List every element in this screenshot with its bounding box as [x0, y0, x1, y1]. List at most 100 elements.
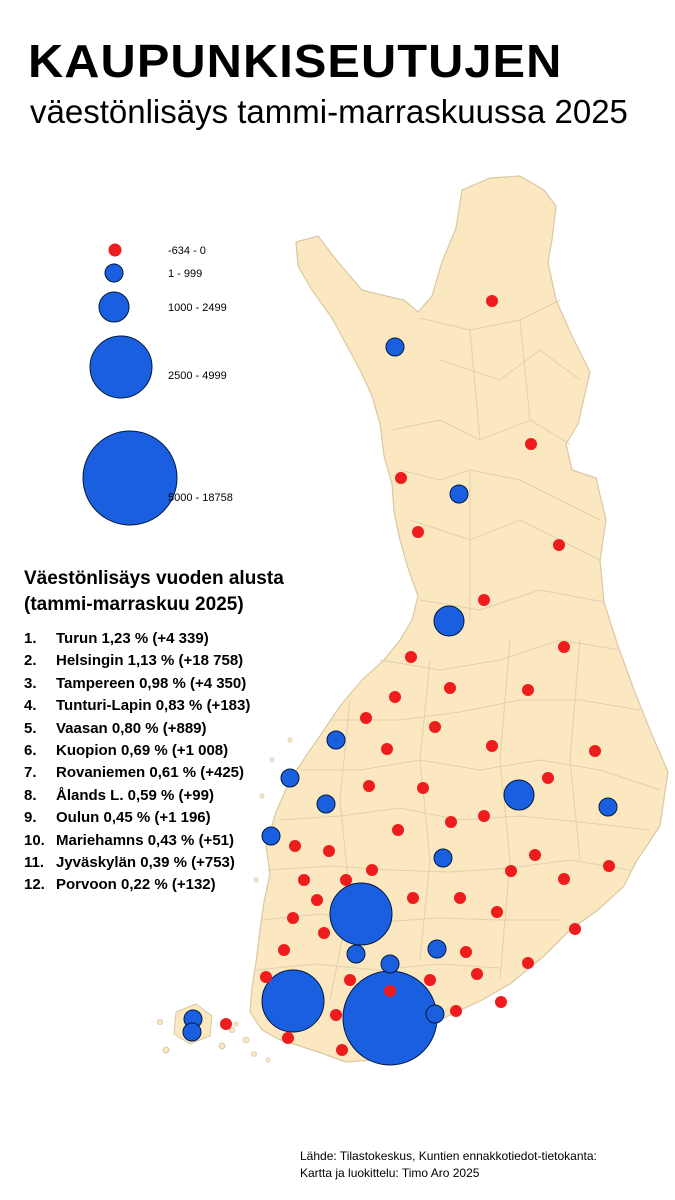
city-marker-decline	[407, 892, 419, 904]
source-line-2: Kartta ja luokittelu: Timo Aro 2025	[300, 1166, 480, 1181]
ranking-number: 9.	[24, 809, 37, 827]
legend-symbol	[108, 243, 122, 257]
city-marker-growth	[261, 969, 325, 1033]
city-marker-decline	[522, 957, 534, 969]
ranking-number: 1.	[24, 630, 37, 647]
city-marker-decline	[445, 816, 457, 828]
legend-label: 1 - 999	[168, 268, 202, 280]
city-marker-decline	[381, 743, 393, 755]
map-subtitle: väestönlisäys tammi-marraskuussa 2025	[30, 93, 628, 130]
city-marker-growth	[385, 337, 405, 357]
ranking-number: 4.	[24, 697, 37, 715]
city-marker-decline	[491, 906, 503, 918]
city-marker-growth	[316, 794, 336, 814]
city-marker-decline	[478, 810, 490, 822]
source-note: Lähde: Tilastokeskus, Kuntien ennakkotie…	[300, 1148, 597, 1183]
legend-label: 2500 - 4999	[168, 370, 227, 382]
city-marker-decline	[471, 968, 483, 980]
region-borders	[255, 299, 661, 1001]
city-marker-decline	[589, 745, 601, 757]
city-marker-decline	[278, 944, 290, 956]
ranking-number: 7.	[24, 764, 37, 782]
city-marker-growth	[598, 797, 618, 817]
city-marker-growth	[433, 605, 465, 637]
ranking-text: Helsingin 1,13 % (+18 758)	[56, 652, 244, 670]
archipelago	[233, 737, 293, 1063]
city-marker-decline	[311, 894, 323, 906]
city-marker-growth	[346, 944, 366, 964]
ranking-number: 3.	[24, 674, 37, 692]
ranking-number: 11.	[24, 853, 45, 871]
ranking-text: Oulun 0,45 % (+1 196)	[56, 809, 211, 827]
city-marker-growth	[427, 939, 447, 959]
ranking-item: 4. Tunturi-Lapin 0,83 % (+183)	[24, 695, 250, 717]
legend-symbol	[89, 335, 153, 399]
ranking-item: 10. Mariehamns 0,43 % (+51)	[24, 830, 250, 852]
city-marker-growth	[261, 826, 281, 846]
legend-label: 1000 - 2499	[168, 302, 227, 314]
city-marker-decline	[298, 874, 310, 886]
city-marker-growth	[449, 484, 469, 504]
city-marker-decline	[603, 860, 615, 872]
city-marker-decline	[412, 526, 424, 538]
city-marker-decline	[330, 1009, 342, 1021]
city-marker-decline	[529, 849, 541, 861]
ranking-item: 5. Vaasan 0,80 % (+889)	[24, 718, 250, 740]
map-title: KAUPUNKISEUTUJEN	[28, 35, 563, 87]
ranking-heading: Väestönlisäys vuoden alusta (tammi-marra…	[24, 566, 324, 617]
city-marker-growth	[425, 1004, 445, 1024]
city-marker-decline	[486, 740, 498, 752]
city-marker-decline	[417, 782, 429, 794]
city-marker-decline	[486, 295, 498, 307]
city-marker-decline	[318, 927, 330, 939]
ranking-text: Mariehamns 0,43 % (+51)	[56, 831, 235, 849]
city-marker-decline	[478, 594, 490, 606]
city-marker-decline	[454, 892, 466, 904]
city-marker-decline	[363, 780, 375, 792]
city-marker-decline	[384, 985, 396, 997]
city-marker-decline	[558, 641, 570, 653]
city-marker-growth	[329, 882, 393, 946]
city-marker-decline	[392, 824, 404, 836]
ranking-item: 6. Kuopion 0,69 % (+1 008)	[24, 740, 250, 762]
city-marker-decline	[323, 845, 335, 857]
city-marker-decline	[522, 684, 534, 696]
ranking-number: 5.	[24, 719, 37, 737]
ranking-number: 10.	[24, 831, 45, 849]
city-marker-decline	[220, 1018, 232, 1030]
legend-label: 5000 - 18758	[168, 492, 233, 504]
ranking-item: 12. Porvoon 0,22 % (+132)	[24, 874, 250, 896]
city-marker-decline	[525, 438, 537, 450]
legend-symbol	[82, 430, 178, 526]
city-marker-decline	[542, 772, 554, 784]
city-marker-growth	[503, 779, 535, 811]
ranking-item: 2. Helsingin 1,13 % (+18 758)	[24, 650, 250, 672]
city-markers	[182, 295, 618, 1066]
city-marker-decline	[340, 874, 352, 886]
city-marker-decline	[344, 974, 356, 986]
ranking-number: 12.	[24, 876, 45, 894]
ranking-number: 8.	[24, 786, 37, 804]
legend-symbol	[104, 263, 124, 283]
city-marker-decline	[558, 873, 570, 885]
ranking-item: 3. Tampereen 0,98 % (+4 350)	[24, 673, 250, 695]
city-marker-decline	[336, 1044, 348, 1056]
ranking-item: 11. Jyväskylän 0,39 % (+753)	[24, 852, 250, 874]
city-marker-decline	[360, 712, 372, 724]
ranking-text: Ålands L. 0,59 % (+99)	[56, 786, 214, 804]
city-marker-decline	[505, 865, 517, 877]
city-marker-decline	[366, 864, 378, 876]
city-marker-decline	[444, 682, 456, 694]
legend-symbol	[98, 291, 130, 323]
ranking-text: Jyväskylän 0,39 % (+753)	[56, 853, 235, 871]
city-marker-growth	[280, 768, 300, 788]
city-marker-growth	[380, 954, 400, 974]
ranking-text: Rovaniemen 0,61 % (+425)	[56, 764, 245, 782]
city-marker-decline	[389, 691, 401, 703]
city-marker-decline	[289, 840, 301, 852]
city-marker-decline	[429, 721, 441, 733]
ranking-text: Vaasan 0,80 % (+889)	[56, 719, 207, 737]
ranking-number: 6.	[24, 741, 37, 759]
ranking-text: Tunturi-Lapin 0,83 % (+183)	[56, 697, 251, 715]
